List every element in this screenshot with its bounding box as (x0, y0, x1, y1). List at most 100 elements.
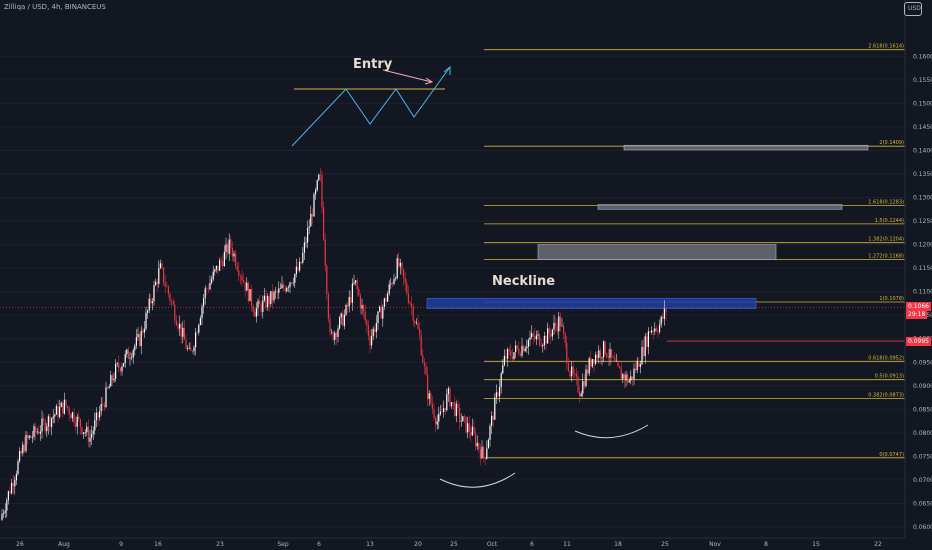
price-tick-label: 0.1250 (913, 218, 932, 225)
candle-body (145, 312, 147, 329)
candle-body (22, 444, 24, 454)
price-tick-label: 0.0900 (913, 383, 932, 390)
candle-body (207, 288, 209, 290)
candle-body (76, 416, 78, 427)
candle-body (190, 347, 192, 352)
candle-body (19, 451, 21, 462)
candle-body (281, 284, 283, 289)
neckline-label: Neckline (492, 274, 555, 289)
candle-body (467, 423, 469, 433)
candle-body (279, 288, 281, 289)
candle-body (337, 328, 339, 337)
candle-body (284, 287, 286, 292)
candle-body (599, 350, 601, 358)
price-tick-label: 0.0850 (913, 406, 932, 413)
candle-body (532, 333, 534, 337)
candle-body (355, 280, 357, 283)
candle-body (201, 306, 203, 319)
candle-body (494, 397, 496, 420)
candle-body (103, 404, 105, 407)
candle-body (481, 446, 483, 459)
candle-body (510, 350, 512, 357)
time-tick-label: 8 (764, 541, 768, 548)
candle-body (326, 265, 328, 295)
candle-body (214, 269, 216, 272)
candle-body (540, 345, 542, 347)
candle-body (75, 422, 77, 427)
candle-body (468, 423, 470, 433)
candle-body (463, 416, 465, 417)
candle-body (230, 239, 232, 249)
candle-body (292, 282, 294, 284)
candle-body (483, 446, 485, 458)
candle-body (175, 320, 177, 326)
candle-body (51, 418, 53, 427)
candle-body (236, 266, 238, 271)
candle-body (95, 412, 97, 421)
candle-body (647, 331, 649, 347)
candle-body (57, 406, 59, 417)
candle-body (36, 431, 38, 433)
candle-body (129, 358, 131, 359)
candle-body (571, 366, 573, 377)
candle-body (435, 418, 437, 425)
candle-body (438, 414, 440, 422)
candle-body (607, 357, 609, 358)
candle-body (291, 282, 293, 284)
candle-body (70, 414, 72, 419)
candle-body (643, 346, 645, 357)
currency-label: USD (908, 5, 921, 12)
candle-body (348, 297, 350, 307)
candle-body (638, 360, 640, 367)
target-3-zone (623, 144, 869, 151)
candle-body (627, 374, 629, 383)
candle-body (148, 298, 150, 311)
candle-body (155, 281, 157, 286)
candle-body (399, 262, 401, 267)
candle-body (124, 354, 126, 364)
candle-body (46, 426, 48, 432)
candle-body (460, 421, 462, 423)
candle-body (454, 402, 456, 417)
candle-body (215, 265, 217, 270)
candle-body (479, 449, 481, 459)
candle-body (646, 336, 648, 347)
candle-body (198, 324, 200, 333)
candle-body (63, 399, 65, 414)
candle-body (446, 394, 448, 411)
candle-body (555, 322, 557, 326)
price-tick-label: 0.1200 (913, 242, 932, 249)
currency-button[interactable] (904, 2, 922, 16)
candle-body (639, 364, 641, 367)
candle-body (527, 339, 529, 347)
candle-body (591, 359, 593, 367)
candle-body (455, 403, 457, 417)
candle-body (539, 334, 541, 346)
candle-body (495, 392, 497, 398)
candle-body (108, 386, 110, 389)
candle-body (347, 304, 349, 307)
time-tick-label: 6 (317, 541, 321, 548)
candle-body (257, 300, 259, 309)
candle-body (516, 345, 518, 349)
candle-body (163, 267, 165, 284)
candle-body (271, 291, 273, 301)
candle-body (62, 402, 64, 414)
time-tick-label: Aug (58, 541, 70, 548)
price-tick-label: 0.1450 (913, 124, 932, 131)
candle-body (574, 373, 576, 375)
candle-body (659, 324, 661, 332)
candle-body (556, 325, 558, 332)
candle-body (603, 341, 605, 358)
candle-body (361, 305, 363, 309)
candle-body (521, 345, 523, 356)
candle-body (140, 330, 142, 347)
candle-body (535, 335, 537, 340)
candle-body (617, 361, 619, 367)
candle-body (443, 408, 445, 412)
price-tick-label: 0.1400 (913, 147, 932, 154)
candle-body (476, 442, 478, 447)
candle-body (484, 457, 486, 459)
candle-body (415, 322, 417, 324)
